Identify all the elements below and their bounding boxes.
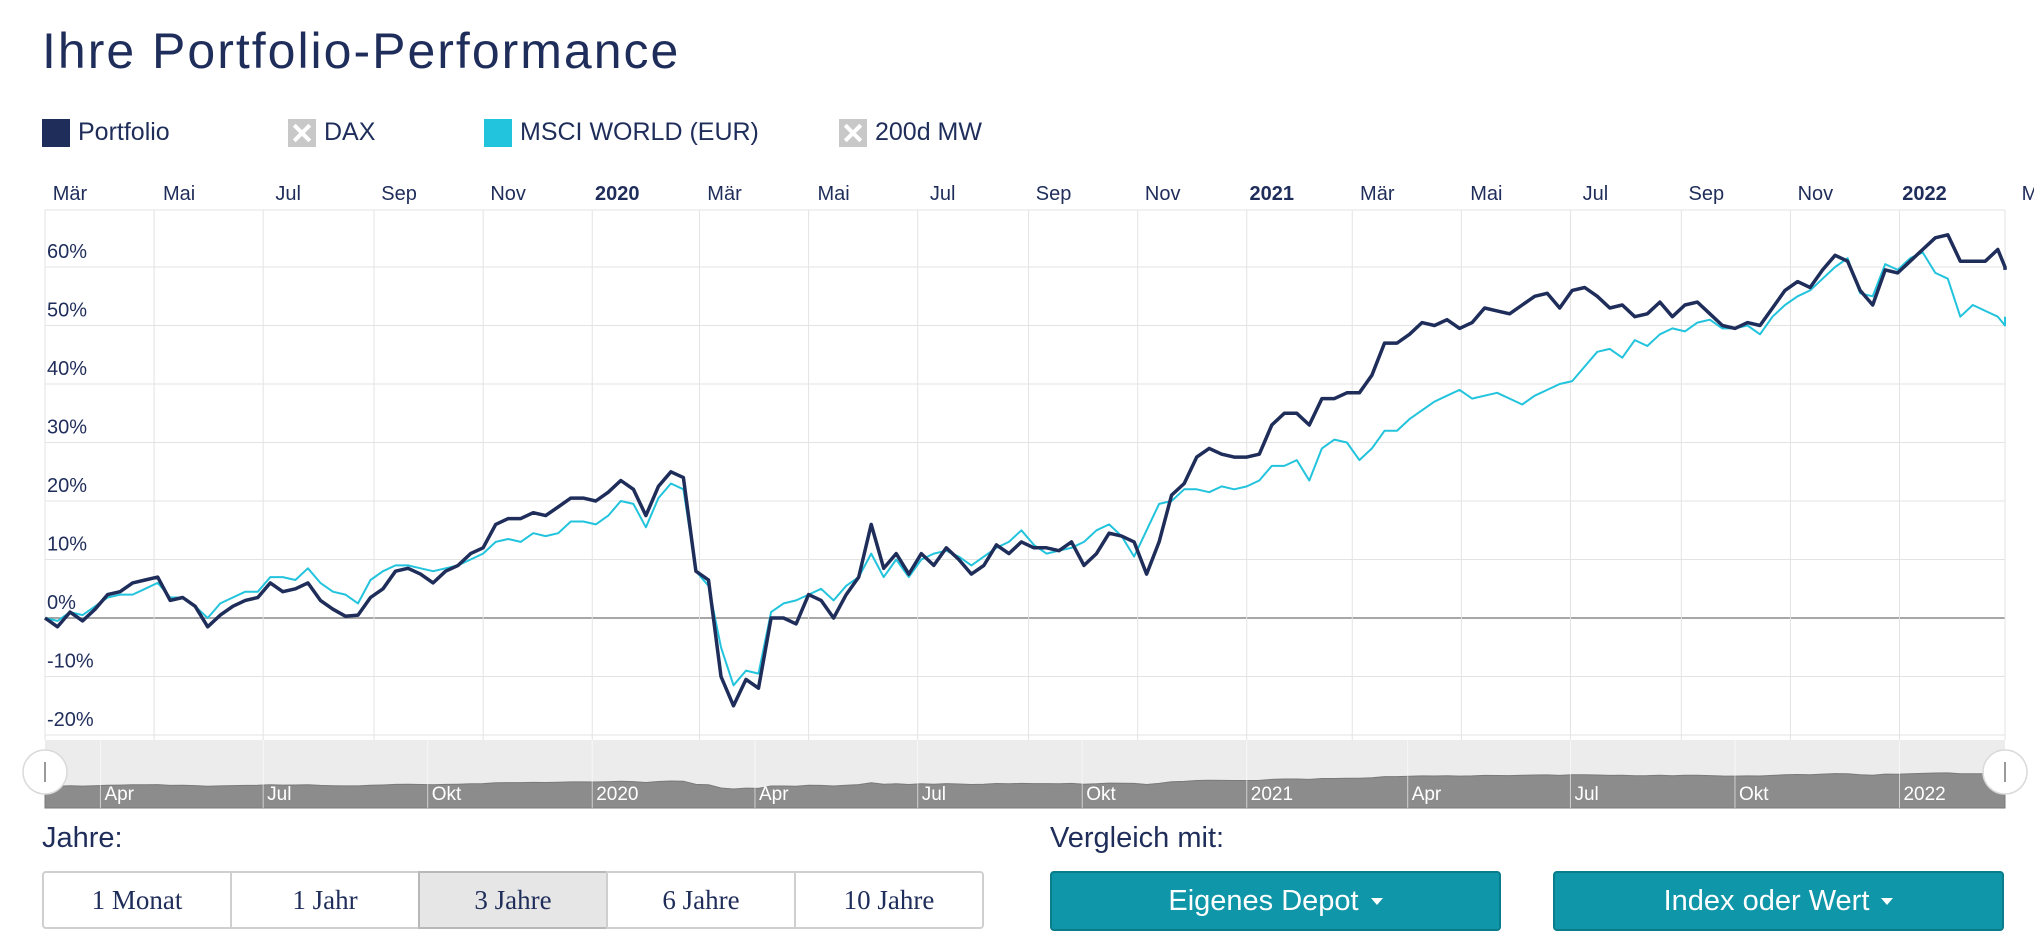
x-tick-label: Mär	[707, 183, 742, 205]
series-line-msci-world	[44, 251, 2006, 687]
page-title: Ihre Portfolio-Performance	[42, 23, 681, 79]
y-tick-label: 40%	[47, 358, 87, 380]
navigator-label: Jul	[1574, 784, 1598, 805]
y-tick-label: 60%	[47, 241, 87, 263]
portfolio-swatch-icon	[42, 118, 70, 147]
index-or-value-dropdown-button[interactable]: Index oder Wert	[1553, 871, 2004, 931]
y-tick-label: 50%	[47, 300, 87, 322]
legend-label: 200d MW	[875, 118, 982, 146]
compare-label: Vergleich mit:	[1050, 822, 1225, 854]
y-tick-label: 10%	[47, 534, 87, 556]
navigator-label: Apr	[1412, 784, 1442, 805]
y-tick-label: -20%	[47, 709, 94, 731]
navigator-area	[44, 772, 2006, 809]
x-tick-label: Mai	[817, 183, 849, 205]
x-tick-label: Jul	[275, 183, 301, 205]
navigator-label: 2020	[596, 784, 638, 805]
series-line-portfolio	[43, 233, 2007, 708]
y-tick-label: 20%	[47, 475, 87, 497]
x-tick-label: Mai	[163, 183, 195, 205]
caret-down-icon	[1370, 897, 1383, 905]
x-axis-labels: Mär Mai Jul Sep Nov 2020 Mär Mai Jul Sep Nov 2021 Mä…	[53, 183, 2034, 205]
x-box-icon	[288, 118, 316, 147]
x-box-icon	[839, 118, 867, 147]
chart-legend: Portfolio DAX MSCI WORLD (EUR) 200d MW	[42, 118, 2002, 154]
msci-swatch-icon	[484, 118, 512, 147]
navigator-label: Okt	[1086, 784, 1116, 805]
y-axis-labels: 60% 50% 40% 30% 20% 10% 0% -10% -20%	[47, 241, 94, 731]
x-tick-label: Jul	[930, 183, 956, 205]
range-button-10-years[interactable]: 10 Jahre	[794, 871, 984, 929]
navigator-label: Okt	[432, 784, 462, 805]
navigator-label: Okt	[1739, 784, 1769, 805]
own-depot-dropdown-button[interactable]: Eigenes Depot	[1050, 871, 1501, 931]
navigator-label: Apr	[104, 784, 134, 805]
chart-grid	[44, 209, 2006, 740]
x-tick-label: Mai	[1470, 183, 1502, 205]
y-tick-label: 30%	[47, 417, 87, 439]
x-tick-label: Nov	[1145, 183, 1181, 205]
legend-item-dax[interactable]: DAX	[288, 118, 375, 147]
x-tick-label: Jul	[1583, 183, 1609, 205]
navigator-label: Jul	[922, 784, 946, 805]
x-tick-label: Mär	[53, 183, 88, 205]
x-tick-label: Nov	[1798, 183, 1834, 205]
x-tick-label: Sep	[1036, 183, 1072, 205]
x-tick-label: Nov	[490, 183, 526, 205]
x-tick-label: Sep	[1689, 183, 1725, 205]
legend-label: Portfolio	[78, 118, 170, 146]
legend-item-msci-world[interactable]: MSCI WORLD (EUR)	[484, 118, 759, 147]
legend-label: DAX	[324, 118, 376, 146]
index-or-value-label: Index oder Wert	[1663, 884, 1870, 917]
x-tick-label: 2020	[595, 183, 640, 205]
range-button-group: 1 Monat 1 Jahr 3 Jahre 6 Jahre 10 Jahre	[42, 871, 984, 929]
years-label: Jahre:	[42, 822, 123, 854]
x-tick-label: M	[2022, 183, 2034, 205]
range-navigator: Apr Jul Okt 2020 Apr Jul Okt 2021 Apr Jul Okt 2022	[22, 740, 2028, 809]
navigator-label: Jul	[267, 784, 291, 805]
range-button-1-year[interactable]: 1 Jahr	[230, 871, 420, 929]
legend-item-portfolio[interactable]: Portfolio	[42, 118, 170, 147]
x-tick-label: 2022	[1902, 183, 1947, 205]
x-tick-label: 2021	[1250, 183, 1295, 205]
own-depot-label: Eigenes Depot	[1168, 884, 1359, 917]
navigator-label: Apr	[759, 784, 789, 805]
range-button-6-years[interactable]: 6 Jahre	[606, 871, 796, 929]
navigator-label: 2022	[1903, 784, 1945, 805]
range-button-3-years[interactable]: 3 Jahre	[418, 871, 608, 929]
x-tick-label: Mär	[1360, 183, 1395, 205]
performance-chart: 60% 50% 40% 30% 20% 10% 0% -10% -20% Mär Mai Jul Se…	[22, 183, 2034, 809]
y-tick-label: 0%	[47, 592, 76, 614]
legend-label: MSCI WORLD (EUR)	[520, 118, 759, 146]
range-button-1-month[interactable]: 1 Monat	[42, 871, 232, 929]
series-lines	[43, 233, 2007, 708]
caret-down-icon	[1881, 897, 1894, 905]
y-tick-label: -10%	[47, 651, 94, 673]
navigator-label: 2021	[1251, 784, 1293, 805]
legend-item-200d-mw[interactable]: 200d MW	[839, 118, 982, 147]
x-tick-label: Sep	[381, 183, 417, 205]
